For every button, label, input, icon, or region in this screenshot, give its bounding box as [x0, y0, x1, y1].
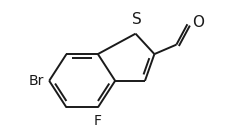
Text: F: F — [94, 114, 102, 128]
Text: Br: Br — [29, 74, 45, 88]
Text: S: S — [132, 12, 142, 27]
Text: O: O — [192, 15, 204, 30]
